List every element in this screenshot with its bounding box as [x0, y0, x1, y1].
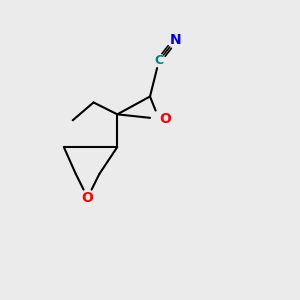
Text: N: N [169, 33, 181, 47]
Text: O: O [82, 190, 94, 205]
Text: C: C [154, 54, 164, 67]
Text: O: O [159, 112, 171, 126]
